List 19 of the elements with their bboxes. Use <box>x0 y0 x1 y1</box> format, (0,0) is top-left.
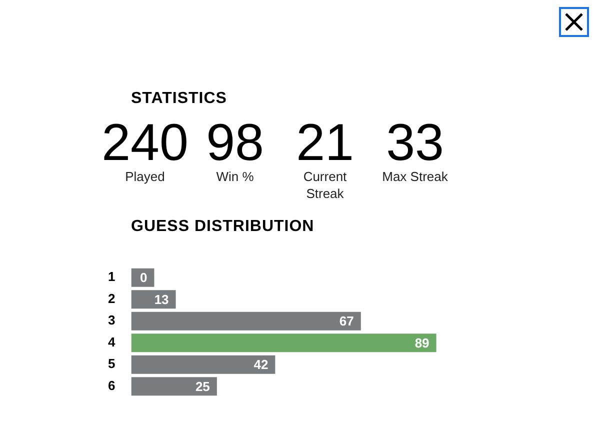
y-tick-label: 5 <box>108 356 116 372</box>
data-label: 13 <box>154 292 169 307</box>
data-label: 89 <box>414 335 430 350</box>
data-label: 25 <box>195 378 210 394</box>
data-label: 67 <box>339 314 354 329</box>
bar <box>131 312 361 330</box>
bar <box>131 334 436 352</box>
data-label: 0 <box>140 270 148 286</box>
y-tick-label: 3 <box>108 312 116 328</box>
bar <box>131 377 217 396</box>
chart-title: GUESS DISTRIBUTION <box>131 218 316 236</box>
y-tick-label: 1 <box>108 269 116 284</box>
y-tick-label: 6 <box>108 378 116 393</box>
y-tick-label: 2 <box>108 290 116 306</box>
data-label: 42 <box>254 357 268 372</box>
bar <box>131 290 176 309</box>
y-tick-label: 4 <box>108 334 116 350</box>
bar <box>131 355 276 374</box>
text: STATISTICS <box>131 90 228 108</box>
